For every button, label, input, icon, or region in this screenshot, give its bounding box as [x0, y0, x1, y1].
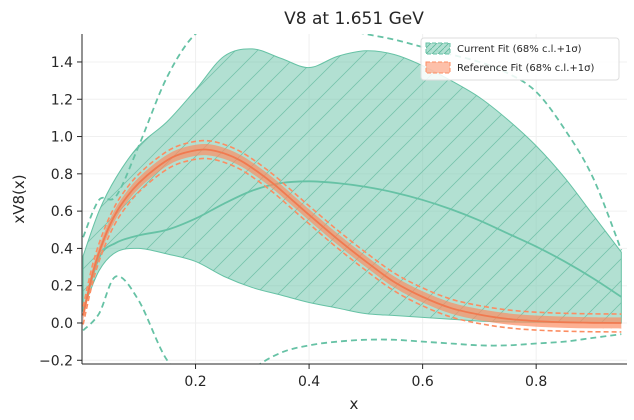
- current-fit-band-hatch: [83, 48, 622, 323]
- x-tick-label: 0.4: [298, 374, 320, 390]
- y-tick-label: 1.0: [51, 130, 73, 146]
- x-axis-label: x: [350, 395, 359, 413]
- y-tick-label: 0.4: [51, 241, 73, 257]
- legend-swatch-reference: [425, 61, 451, 74]
- y-tick-label: 0.2: [51, 279, 73, 295]
- axes: 0.2 0.4 0.6 0.8 −0.2 0.0 0.2 0.4 0.6 0.8 1.0 1.2 1.4: [39, 34, 627, 390]
- y-axis-label: xV8(x): [10, 174, 28, 223]
- legend-item-reference: Reference Fit (68% c.l.+1σ): [425, 61, 594, 74]
- x-tick-label: 0.2: [184, 374, 206, 390]
- reference-fit-central-line: [82, 148, 622, 324]
- plot-area: [82, 34, 623, 364]
- legend: Current Fit (68% c.l.+1σ) Reference Fit …: [420, 37, 620, 81]
- legend-frame: [420, 37, 620, 81]
- x-tick-label: 0.6: [411, 374, 433, 390]
- y-tick-label: 0.6: [51, 204, 73, 220]
- y-tick-label: 0.8: [51, 167, 73, 183]
- legend-label-current: Current Fit (68% c.l.+1σ): [457, 44, 582, 55]
- legend-item-current: Current Fit (68% c.l.+1σ): [425, 42, 582, 55]
- legend-swatch-current-hatch: [426, 43, 450, 54]
- y-tick-label: 0.0: [51, 316, 73, 332]
- current-fit-central-line: [82, 180, 622, 313]
- legend-label-reference: Reference Fit (68% c.l.+1σ): [457, 63, 594, 74]
- current-fit-upper-1sigma-line: [82, 34, 623, 251]
- y-tick-label: 1.2: [51, 92, 73, 108]
- y-tick-label: 1.4: [51, 55, 73, 71]
- x-tick-label: 0.8: [525, 374, 547, 390]
- chart-title: V8 at 1.651 GeV: [284, 9, 424, 29]
- y-tick-label: −0.2: [39, 353, 73, 369]
